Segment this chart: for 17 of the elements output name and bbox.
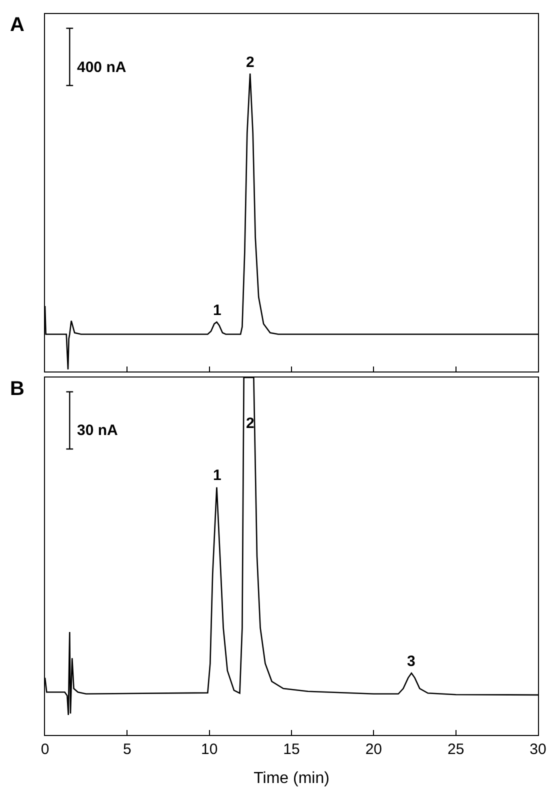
x-tick-label: 15	[283, 741, 300, 758]
annotation: 30 nA	[77, 422, 118, 439]
annotation: 2	[246, 54, 254, 71]
annotation: 1	[213, 302, 222, 319]
annotation: 400 nA	[77, 59, 126, 76]
x-tick-label: 30	[530, 741, 546, 758]
annotation: 1	[213, 467, 222, 484]
x-tick-label: 0	[40, 741, 50, 758]
chart-title: A	[10, 14, 24, 36]
chart-title: B	[10, 378, 24, 400]
x-axis-title: Time (min)	[254, 770, 330, 787]
x-tick-label: 5	[123, 741, 132, 758]
x-tick-label: 10	[200, 741, 218, 758]
x-tick-label: 25	[447, 741, 464, 758]
annotation: 3	[407, 653, 416, 670]
annotation: 2	[246, 415, 254, 432]
x-tick-label: 20	[365, 741, 382, 758]
